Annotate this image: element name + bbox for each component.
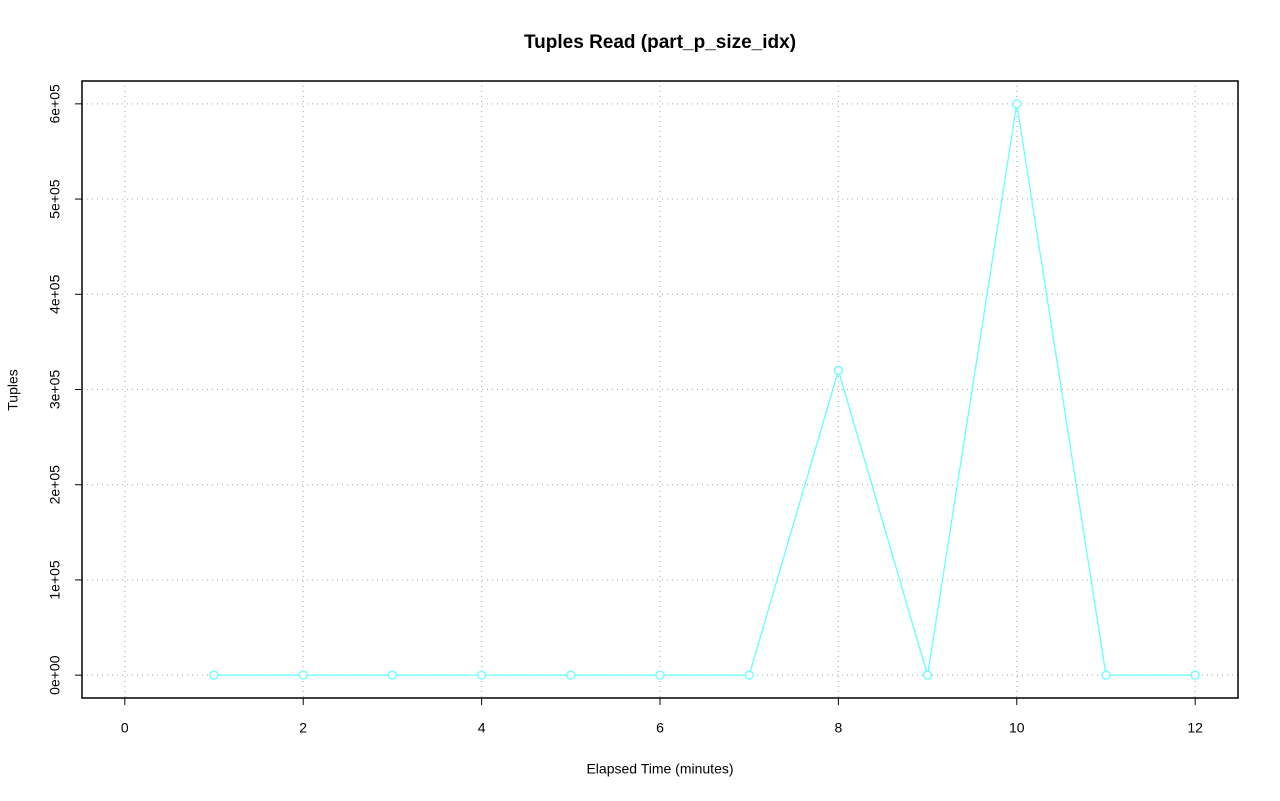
y-tick-label: 6e+05 (47, 84, 63, 124)
y-axis-title: Tuples (5, 369, 21, 411)
point (655, 670, 665, 680)
point (298, 670, 308, 680)
y-tick-label: 0e+00 (47, 655, 63, 695)
point (833, 365, 844, 376)
y-tick-label: 1e+05 (47, 560, 63, 600)
x-tick-label: 6 (656, 720, 664, 736)
x-axis-title: Elapsed Time (minutes) (586, 761, 733, 777)
point (476, 670, 487, 680)
point (744, 670, 754, 680)
point (1190, 670, 1200, 680)
point (1101, 670, 1111, 680)
x-tick-label: 0 (121, 720, 129, 736)
point (387, 670, 398, 680)
point (209, 670, 219, 680)
x-tick-label: 4 (478, 720, 486, 736)
chart-title: Tuples Read (part_p_size_idx) (524, 32, 796, 53)
y-tick-label: 3e+05 (47, 370, 63, 410)
x-tick-label: 2 (299, 720, 307, 736)
point (566, 670, 576, 680)
y-tick-label: 2e+05 (47, 465, 63, 505)
y-tick-label: 4e+05 (47, 274, 63, 314)
point (922, 670, 933, 680)
plot-frame (81, 80, 1239, 699)
x-tick-label: 8 (834, 720, 842, 736)
point (1012, 99, 1022, 109)
y-tick-label: 5e+05 (47, 179, 63, 219)
series-line (214, 103, 1196, 676)
x-tick-label: 10 (1009, 720, 1025, 736)
x-tick-label: 12 (1187, 720, 1203, 736)
